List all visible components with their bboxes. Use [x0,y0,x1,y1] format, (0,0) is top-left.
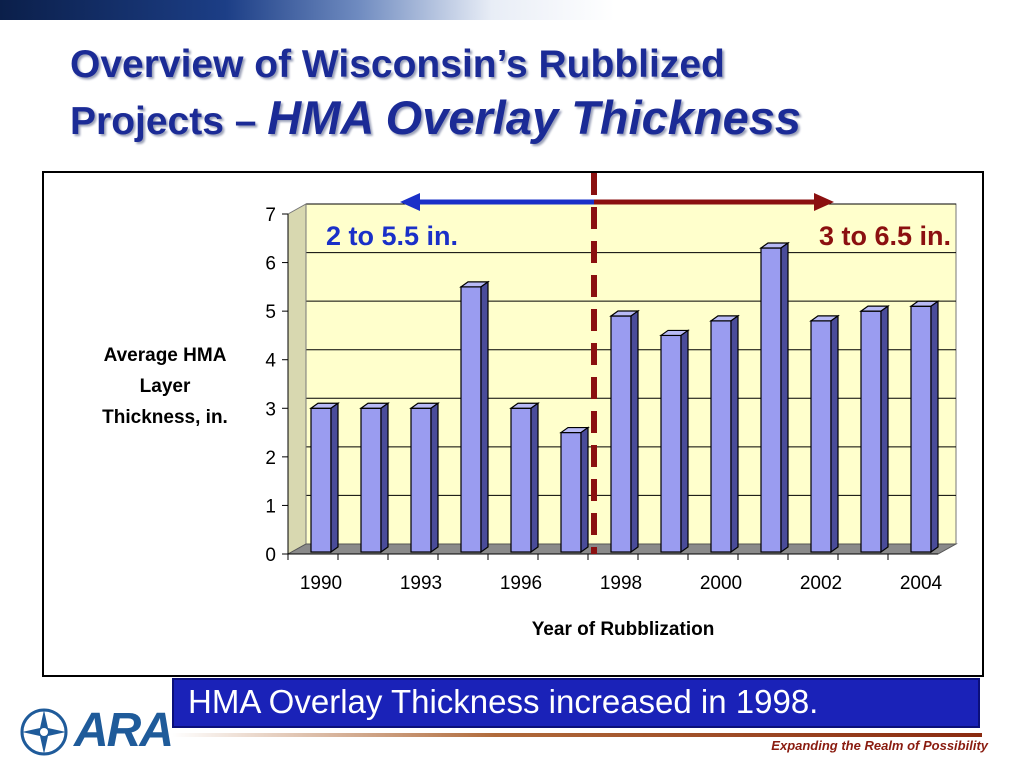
title-line-1: Overview of Wisconsin’s Rubblized [70,43,725,86]
title-line-2-plain: Projects – [70,100,268,143]
bottom-accent-line [172,733,982,737]
bar-side [880,304,889,554]
side-wall [287,203,307,555]
bar [560,431,582,553]
title-line-2-italic: HMA Overlay Thickness [267,91,802,144]
y-tick-label: 1 [265,496,276,517]
x-axis-label: Year of Rubblization [532,619,715,640]
y-axis-label: Thickness, in. [102,407,228,428]
x-tick-label: 1993 [400,573,442,594]
bar [610,315,632,553]
bar-side [830,314,839,554]
x-tick-label: 1998 [600,573,642,594]
bar-side [530,402,539,554]
footer-text: HMA Overlay Thickness increased in 1998. [188,683,819,720]
bar-side [480,280,489,554]
bar [510,407,532,553]
bar-side [630,309,639,554]
slide-title: Overview of Wisconsin’s Rubblized Projec… [70,40,1010,145]
bar-side [780,241,789,554]
bar [360,407,382,553]
bar [860,310,882,553]
y-tick-label: 5 [265,302,276,323]
x-tick-label: 2004 [900,573,943,594]
y-tick-label: 7 [265,205,276,226]
bar-side [730,314,739,554]
ara-compass-logo-icon [20,708,68,756]
bar [310,407,332,553]
y-tick-label: 4 [265,351,276,372]
y-axis-label: Layer [140,376,191,397]
bar-side [430,402,439,554]
top-decorative-band [0,0,1024,20]
bar-side [330,402,339,554]
bar-side [580,426,589,554]
right-range-label: 3 to 6.5 in. [819,221,951,251]
left-arrowhead-icon [400,193,420,211]
bar [710,320,732,553]
bar [810,320,832,553]
bar-chart: 0 1 2 3 4 5 6 7 1990 1993 1996 1998 2000 2002 2004 Year… [102,173,958,640]
y-tick-label: 2 [265,448,276,469]
y-tick-label: 0 [265,545,276,566]
y-tick-label: 6 [265,254,276,275]
x-tick-label: 2000 [700,573,742,594]
right-arrowhead-icon [814,193,834,211]
x-tick-label: 2002 [800,573,842,594]
x-tick-label: 1996 [500,573,542,594]
footer-banner: HMA Overlay Thickness increased in 1998. [172,678,980,728]
y-axis-label: Average HMA [104,345,227,366]
bar-side [680,329,689,554]
y-tick-label: 3 [265,399,276,420]
bar-side [380,402,389,554]
bar [760,247,782,553]
chart-frame: 0 1 2 3 4 5 6 7 1990 1993 1996 1998 2000 2002 2004 Year… [42,171,984,677]
bar [910,305,932,553]
bar [410,407,432,553]
bar [660,334,682,553]
left-range-label: 2 to 5.5 in. [326,221,458,251]
bar-side [930,300,939,554]
x-tick-label: 1990 [300,573,342,594]
tagline: Expanding the Realm of Possibility [771,738,988,753]
bar [460,286,482,553]
ara-logo-text: ARA [74,704,174,757]
